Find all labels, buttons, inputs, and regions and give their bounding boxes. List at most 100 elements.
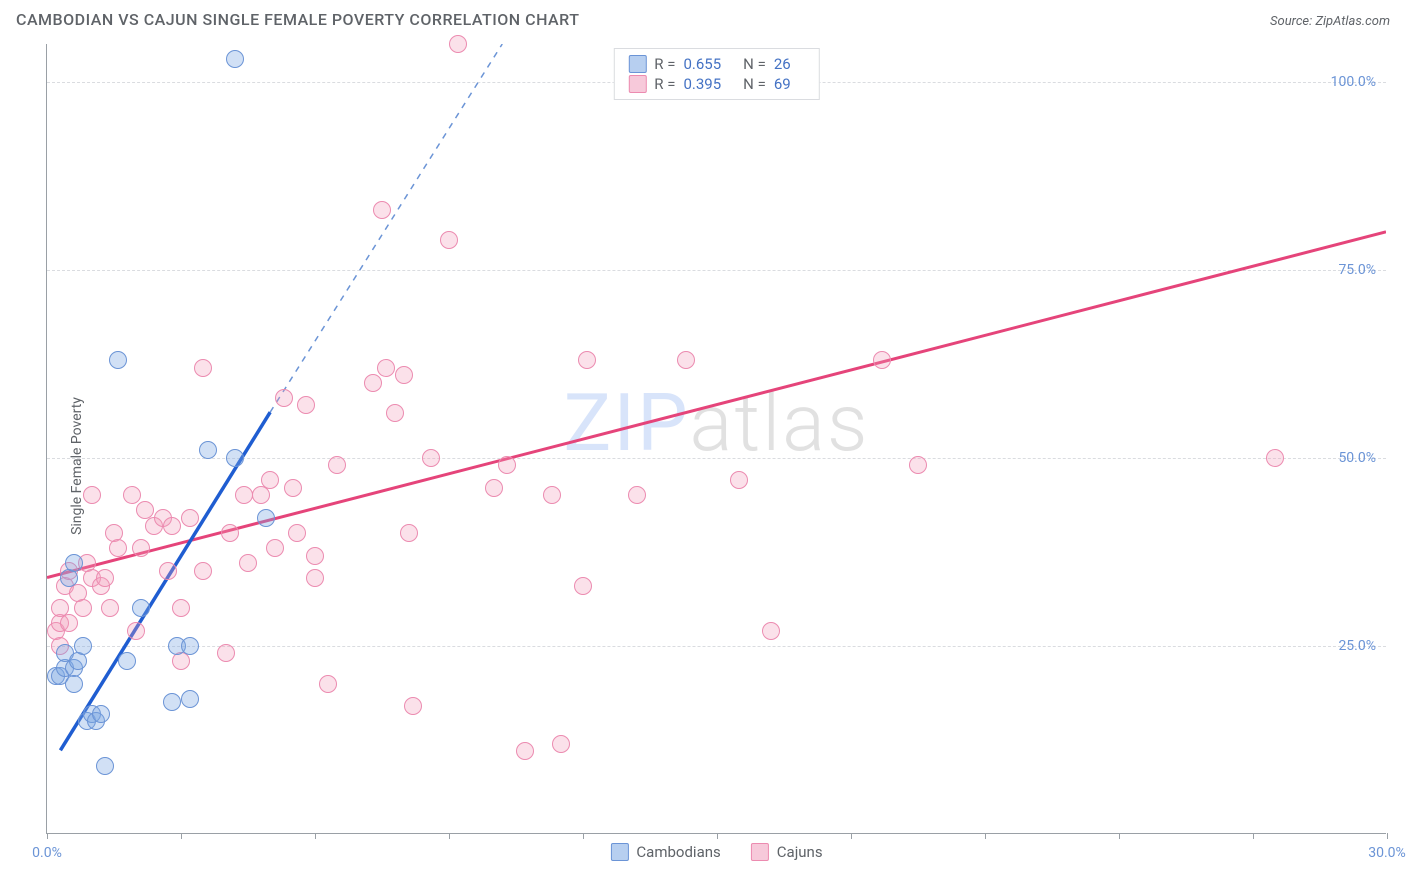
point-cajun [328, 456, 346, 474]
point-cajun [221, 524, 239, 542]
x-tick [985, 833, 986, 839]
y-tick-label: 25.0% [1338, 638, 1376, 654]
x-tick [1387, 833, 1388, 839]
point-cajun [574, 577, 592, 595]
source-name: ZipAtlas.com [1315, 14, 1390, 29]
point-cajun [163, 517, 181, 535]
r-label-2: R = [654, 75, 675, 93]
watermark-brand-2: atlas [690, 376, 870, 470]
series-legend: Cambodians Cajuns [610, 843, 822, 861]
trend-lines-layer [47, 44, 1386, 833]
y-tick-label: 50.0% [1338, 450, 1376, 466]
legend-item-cambodians: Cambodians [610, 843, 720, 861]
point-cajun [395, 366, 413, 384]
x-tick [851, 833, 852, 839]
point-cajun [440, 231, 458, 249]
point-cajun [730, 471, 748, 489]
point-cajun [109, 539, 127, 557]
point-cajun [677, 351, 695, 369]
point-cajun [319, 675, 337, 693]
x-tick [1253, 833, 1254, 839]
point-cajun [101, 599, 119, 617]
gridline-h [47, 458, 1386, 459]
gridline-h [47, 646, 1386, 647]
x-tick-label: 30.0% [1368, 845, 1406, 861]
point-cambodian [132, 599, 150, 617]
point-cajun [485, 479, 503, 497]
y-tick-label: 100.0% [1331, 74, 1376, 90]
point-cajun [909, 456, 927, 474]
point-cambodian [199, 441, 217, 459]
legend-label-cajuns: Cajuns [777, 843, 823, 861]
point-cajun [306, 547, 324, 565]
x-tick [449, 833, 450, 839]
point-cajun [284, 479, 302, 497]
stats-row-cajuns: R = 0.395 N = 69 [628, 75, 804, 93]
point-cambodian [65, 675, 83, 693]
chart-header: CAMBODIAN VS CAJUN SINGLE FEMALE POVERTY… [0, 0, 1406, 35]
point-cajun [159, 562, 177, 580]
point-cajun [96, 569, 114, 587]
point-cajun [552, 735, 570, 753]
point-cajun [266, 539, 284, 557]
source-label: Source: ZipAtlas.com [1270, 14, 1390, 29]
point-cajun [498, 456, 516, 474]
gridline-h [47, 270, 1386, 271]
watermark-brand-1: ZIP [563, 376, 689, 470]
x-tick [583, 833, 584, 839]
point-cajun [132, 539, 150, 557]
point-cajun [373, 201, 391, 219]
source-prefix: Source: [1270, 14, 1315, 29]
point-cajun [127, 622, 145, 640]
point-cambodian [181, 637, 199, 655]
point-cajun [306, 569, 324, 587]
point-cajun [239, 554, 257, 572]
stats-row-cambodians: R = 0.655 N = 26 [628, 55, 804, 73]
stats-legend: R = 0.655 N = 26 R = 0.395 N = 69 [613, 48, 819, 100]
point-cajun [628, 486, 646, 504]
point-cajun [123, 486, 141, 504]
point-cambodian [118, 652, 136, 670]
point-cajun [762, 622, 780, 640]
point-cajun [386, 404, 404, 422]
point-cajun [422, 449, 440, 467]
point-cambodian [226, 50, 244, 68]
n-label-2: N = [743, 75, 766, 93]
point-cajun [377, 359, 395, 377]
point-cajun [194, 359, 212, 377]
point-cajun [288, 524, 306, 542]
point-cajun [578, 351, 596, 369]
point-cajun [297, 396, 315, 414]
point-cambodian [109, 351, 127, 369]
swatch-pink [628, 75, 646, 93]
n-label: N = [743, 55, 766, 73]
legend-label-cambodians: Cambodians [636, 843, 720, 861]
point-cajun [400, 524, 418, 542]
chart-title: CAMBODIAN VS CAJUN SINGLE FEMALE POVERTY… [16, 10, 579, 29]
point-cajun [1266, 449, 1284, 467]
chart-area: Single Female Poverty ZIPatlas R = 0.655… [0, 40, 1406, 892]
x-tick [181, 833, 182, 839]
x-tick [1119, 833, 1120, 839]
point-cajun [172, 599, 190, 617]
point-cajun [235, 486, 253, 504]
point-cambodian [92, 705, 110, 723]
y-tick-label: 75.0% [1338, 262, 1376, 278]
point-cajun [74, 599, 92, 617]
n-value-cajuns: 69 [774, 75, 791, 93]
point-cajun [217, 644, 235, 662]
r-value-cajuns: 0.395 [683, 75, 721, 93]
point-cambodian [96, 757, 114, 775]
point-cajun [516, 742, 534, 760]
x-tick [717, 833, 718, 839]
x-tick [47, 833, 48, 839]
point-cajun [873, 351, 891, 369]
plot-region: ZIPatlas R = 0.655 N = 26 R = 0.395 N = … [46, 44, 1386, 834]
point-cajun [60, 614, 78, 632]
point-cajun [364, 374, 382, 392]
point-cajun [449, 35, 467, 53]
point-cajun [261, 471, 279, 489]
legend-item-cajuns: Cajuns [751, 843, 823, 861]
point-cambodian [181, 690, 199, 708]
point-cambodian [74, 637, 92, 655]
